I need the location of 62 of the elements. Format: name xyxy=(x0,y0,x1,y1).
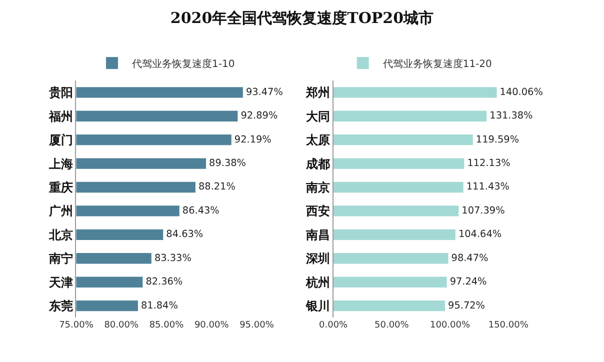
x-tick-label: 75.00% xyxy=(59,320,94,331)
x-tick-label: 80.00% xyxy=(104,320,139,331)
y-tick-label: 厦门 xyxy=(48,133,73,148)
data-label: 131.38% xyxy=(490,110,533,122)
x-tick-label: 50.00% xyxy=(374,320,410,331)
x-tick-label: 0.00% xyxy=(319,320,348,331)
y-tick-label: 北京 xyxy=(48,228,73,242)
data-label: 84.63% xyxy=(166,229,204,240)
y-tick-label: 重庆 xyxy=(48,180,73,194)
y-tick-label: 福州 xyxy=(48,109,73,124)
data-label: 97.24% xyxy=(450,276,487,288)
y-tick-label: 郑州 xyxy=(304,86,330,100)
y-tick-label: 广州 xyxy=(48,204,73,218)
y-tick-label: 深圳 xyxy=(304,252,330,266)
y-tick-label: 天津 xyxy=(48,275,73,290)
y-tick-label: 东莞 xyxy=(48,299,73,314)
bar xyxy=(333,110,487,122)
data-label: 140.06% xyxy=(500,86,543,98)
bar xyxy=(333,87,497,98)
bar xyxy=(333,182,464,193)
data-label: 112.13% xyxy=(467,158,510,169)
bar xyxy=(333,276,447,288)
x-tick-label: 150.00% xyxy=(488,320,529,331)
y-tick-label: 西安 xyxy=(304,204,330,218)
data-label: 95.72% xyxy=(448,300,485,312)
data-label: 86.43% xyxy=(182,205,220,216)
bar xyxy=(333,253,448,264)
data-label: 92.19% xyxy=(234,134,272,146)
data-label: 98.47% xyxy=(451,252,488,264)
y-tick-label: 南京 xyxy=(304,180,330,194)
legend-label: 代驾业务恢复速度11-20 xyxy=(382,58,492,70)
y-tick-label: 杭州 xyxy=(304,275,330,290)
data-label: 89.38% xyxy=(209,158,246,169)
data-label: 93.47% xyxy=(246,86,283,98)
x-tick-label: 85.00% xyxy=(149,320,184,331)
legend-label: 代驾业务恢复速度1-10 xyxy=(130,58,235,70)
y-tick-label: 贵阳 xyxy=(48,86,73,100)
data-label: 111.43% xyxy=(466,182,510,193)
y-tick-label: 上海 xyxy=(48,156,73,171)
data-label: 107.39% xyxy=(462,205,505,216)
x-tick-label: 90.00% xyxy=(194,320,230,331)
data-label: 88.21% xyxy=(198,182,236,193)
bar xyxy=(333,300,446,312)
data-label: 92.89% xyxy=(240,110,278,122)
y-tick-label: 南宁 xyxy=(48,252,73,266)
bar xyxy=(333,134,473,146)
y-tick-label: 银川 xyxy=(304,299,330,314)
data-label: 82.36% xyxy=(146,276,183,288)
x-tick-label: 100.00% xyxy=(430,320,470,331)
data-label: 81.84% xyxy=(140,300,178,312)
y-tick-label: 南昌 xyxy=(304,228,330,242)
y-tick-label: 太原 xyxy=(304,133,330,148)
bar xyxy=(333,158,464,169)
data-label: 83.33% xyxy=(154,252,192,264)
data-label: 119.59% xyxy=(476,134,520,146)
x-tick-label: 95.00% xyxy=(240,320,274,331)
y-tick-label: 成都 xyxy=(304,156,330,171)
bar xyxy=(333,229,456,240)
bar xyxy=(333,206,459,216)
data-label: 104.64% xyxy=(458,229,502,240)
y-tick-label: 大同 xyxy=(306,109,330,124)
text: 2020年全国代驾恢复速度TOP20城市 xyxy=(170,9,434,28)
